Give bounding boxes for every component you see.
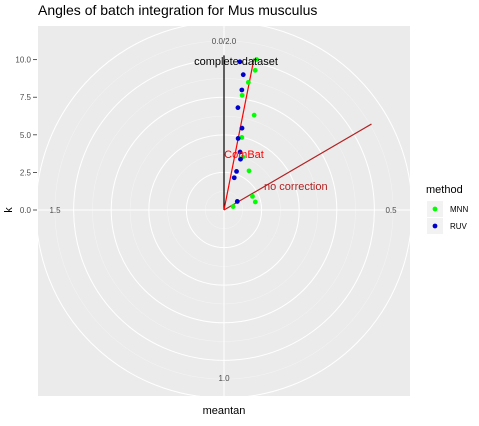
- reference-line-label: ComBat: [224, 149, 264, 161]
- tick-labels: 0.0 2.5 5.0 7.5 10.0 0.0/2.0 0.5 1.0 1.5: [15, 37, 397, 383]
- data-point: [239, 92, 245, 98]
- legend-swatch: [432, 206, 438, 212]
- chart-title: Angles of batch integration for Mus musc…: [38, 2, 317, 18]
- data-point: [235, 136, 241, 141]
- data-point: [254, 57, 260, 62]
- legend-label: RUV: [450, 222, 468, 231]
- data-point: [250, 193, 255, 199]
- data-point: [252, 67, 258, 73]
- reference-line: [223, 123, 372, 211]
- data-point: [234, 199, 240, 204]
- data-point: [237, 149, 243, 155]
- data-point: [239, 125, 245, 131]
- x-axis-title: meantan: [203, 405, 246, 417]
- reference-line-label: complete dataset: [194, 56, 278, 68]
- theta-tick-label: 0.0/2.0: [212, 37, 237, 46]
- legend: method MNN RUV: [426, 184, 468, 234]
- data-points: [230, 57, 260, 209]
- data-point: [251, 112, 257, 118]
- r-tick-label: 7.5: [20, 93, 32, 102]
- data-point: [239, 135, 245, 140]
- data-point: [246, 168, 252, 174]
- data-point: [235, 105, 241, 111]
- data-point: [239, 87, 245, 93]
- legend-label: MNN: [450, 205, 468, 214]
- data-point: [231, 175, 237, 181]
- legend-title: method: [426, 184, 463, 196]
- data-point: [240, 72, 246, 78]
- legend-swatch: [432, 223, 438, 229]
- r-tick-label: 0.0: [20, 206, 32, 215]
- reference-line-labels: complete dataset ComBat no correction: [194, 56, 327, 193]
- theta-tick-label: 1.0: [218, 374, 230, 383]
- data-point: [252, 199, 258, 205]
- theta-tick-label: 1.5: [49, 206, 61, 215]
- r-tick-label: 2.5: [20, 168, 32, 177]
- data-point: [234, 168, 239, 174]
- data-point: [238, 156, 243, 162]
- data-point: [245, 79, 251, 85]
- y-axis-title: k: [3, 207, 15, 213]
- r-tick-label: 5.0: [20, 131, 32, 140]
- r-tick-label: 10.0: [15, 56, 31, 65]
- reference-line-label: no correction: [264, 181, 328, 193]
- data-point: [230, 204, 236, 209]
- theta-tick-label: 0.5: [385, 206, 397, 215]
- data-point: [237, 59, 243, 65]
